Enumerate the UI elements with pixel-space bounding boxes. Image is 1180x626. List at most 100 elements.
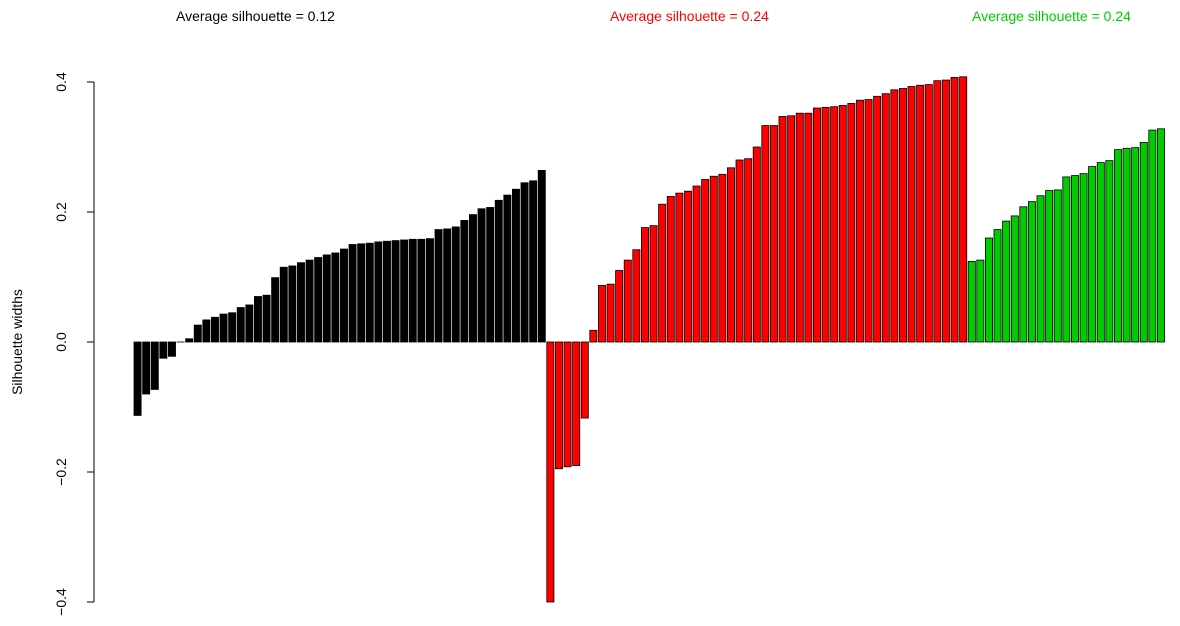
- bar-cluster-2-2: [555, 341, 563, 470]
- bar-cluster-3-14: [1079, 173, 1088, 343]
- y-tick-label: −0.4: [53, 588, 69, 616]
- y-axis-title: Silhouette widths: [9, 289, 25, 395]
- bar-cluster-2-31: [804, 112, 813, 343]
- bar-cluster-1-16: [262, 294, 271, 343]
- bar-cluster-2-11: [632, 249, 641, 343]
- bar-cluster-2-41: [890, 89, 899, 343]
- bar-cluster-2-22: [727, 167, 735, 343]
- bar-cluster-3-22: [1148, 129, 1157, 343]
- bar-cluster-2-34: [830, 106, 839, 343]
- bar-cluster-1-34: [417, 238, 426, 343]
- bar-cluster-1-11: [219, 313, 228, 343]
- bar-cluster-2-43: [907, 86, 916, 343]
- bar-cluster-1-18: [279, 266, 288, 343]
- bar-cluster-2-14: [658, 203, 667, 343]
- bar-cluster-3-2: [976, 259, 985, 343]
- bar-cluster-1-32: [400, 239, 409, 343]
- bar-cluster-1-48: [537, 169, 546, 343]
- bar-cluster-1-31: [391, 240, 400, 343]
- bar-cluster-1-43: [494, 199, 503, 343]
- bar-cluster-2-38: [864, 99, 873, 343]
- bar-cluster-1-35: [425, 238, 434, 343]
- bar-cluster-1-33: [408, 238, 417, 343]
- bar-cluster-2-32: [813, 107, 821, 343]
- bar-cluster-3-15: [1088, 166, 1097, 343]
- bar-cluster-1-42: [486, 207, 495, 343]
- bar-cluster-2-30: [795, 112, 804, 343]
- bar-cluster-2-3: [563, 341, 572, 468]
- bar-cluster-1-3: [150, 341, 159, 390]
- bar-cluster-1-17: [271, 277, 280, 343]
- bar-cluster-1-4: [159, 341, 168, 359]
- bar-cluster-1-21: [305, 259, 314, 343]
- bar-cluster-2-25: [752, 146, 761, 343]
- bar-cluster-1-9: [202, 319, 211, 343]
- bar-cluster-3-23: [1157, 128, 1165, 343]
- bar-cluster-2-5: [580, 341, 589, 419]
- bar-cluster-1-13: [236, 307, 245, 343]
- bar-cluster-1-19: [288, 265, 297, 343]
- bar-cluster-1-23: [322, 254, 331, 343]
- bar-cluster-2-17: [684, 190, 692, 343]
- bar-cluster-1-15: [253, 296, 262, 343]
- bar-cluster-2-42: [899, 88, 907, 343]
- bar-cluster-1-22: [314, 257, 323, 343]
- bar-cluster-3-5: [1002, 220, 1011, 343]
- bar-cluster-3-7: [1019, 206, 1028, 343]
- bar-cluster-1-39: [460, 220, 469, 343]
- bar-cluster-2-7: [598, 285, 606, 343]
- bar-cluster-3-10: [1045, 190, 1054, 343]
- bar-cluster-2-49: [959, 76, 968, 343]
- bar-cluster-2-40: [881, 93, 890, 343]
- bar-cluster-2-16: [675, 192, 684, 343]
- bar-cluster-2-28: [778, 116, 787, 343]
- bar-cluster-2-1: [546, 341, 555, 603]
- cluster-3-title: Average silhouette = 0.24: [972, 8, 1131, 24]
- bar-cluster-3-12: [1062, 176, 1071, 343]
- bar-cluster-1-2: [142, 341, 151, 395]
- bar-cluster-2-9: [615, 270, 624, 343]
- bar-cluster-3-4: [993, 229, 1002, 343]
- bar-cluster-1-1: [133, 341, 142, 416]
- bar-cluster-1-44: [503, 194, 512, 343]
- bar-cluster-1-20: [296, 262, 305, 343]
- bar-cluster-2-35: [838, 105, 847, 343]
- bar-cluster-1-40: [468, 214, 477, 343]
- bar-cluster-2-10: [623, 259, 632, 343]
- y-tick-label: 0.2: [53, 202, 69, 222]
- bar-cluster-3-20: [1131, 147, 1140, 343]
- bar-cluster-2-26: [761, 125, 770, 343]
- y-tick-label: −0.2: [53, 458, 69, 486]
- bar-cluster-2-24: [744, 158, 753, 343]
- bar-cluster-2-21: [718, 173, 727, 343]
- bar-cluster-2-37: [856, 99, 864, 343]
- bar-cluster-2-46: [933, 80, 942, 343]
- bar-cluster-2-8: [606, 283, 615, 343]
- bar-cluster-2-4: [572, 341, 581, 466]
- bar-cluster-2-15: [666, 195, 675, 343]
- bar-cluster-2-19: [701, 179, 710, 343]
- bar-cluster-2-47: [942, 79, 950, 343]
- bar-cluster-1-24: [331, 252, 340, 343]
- bar-cluster-3-18: [1114, 149, 1122, 343]
- bar-cluster-3-17: [1105, 160, 1114, 343]
- bar-cluster-1-29: [374, 241, 383, 343]
- bar-cluster-2-36: [847, 103, 856, 343]
- bar-cluster-2-18: [692, 185, 701, 343]
- bar-cluster-3-16: [1096, 162, 1105, 343]
- cluster-1-title: Average silhouette = 0.12: [176, 8, 335, 24]
- bar-cluster-3-9: [1036, 195, 1045, 343]
- bar-cluster-1-30: [382, 240, 391, 343]
- bar-cluster-1-12: [228, 312, 237, 343]
- bar-cluster-3-11: [1053, 189, 1062, 343]
- bar-cluster-1-10: [210, 316, 219, 343]
- bar-cluster-2-29: [787, 115, 796, 343]
- bar-cluster-3-8: [1028, 201, 1036, 343]
- bar-cluster-1-37: [443, 228, 452, 343]
- bar-cluster-3-21: [1139, 142, 1148, 343]
- cluster-2-title: Average silhouette = 0.24: [610, 8, 769, 24]
- bar-cluster-1-5: [167, 341, 176, 357]
- bar-cluster-2-12: [641, 227, 649, 343]
- bar-cluster-3-1: [967, 260, 976, 343]
